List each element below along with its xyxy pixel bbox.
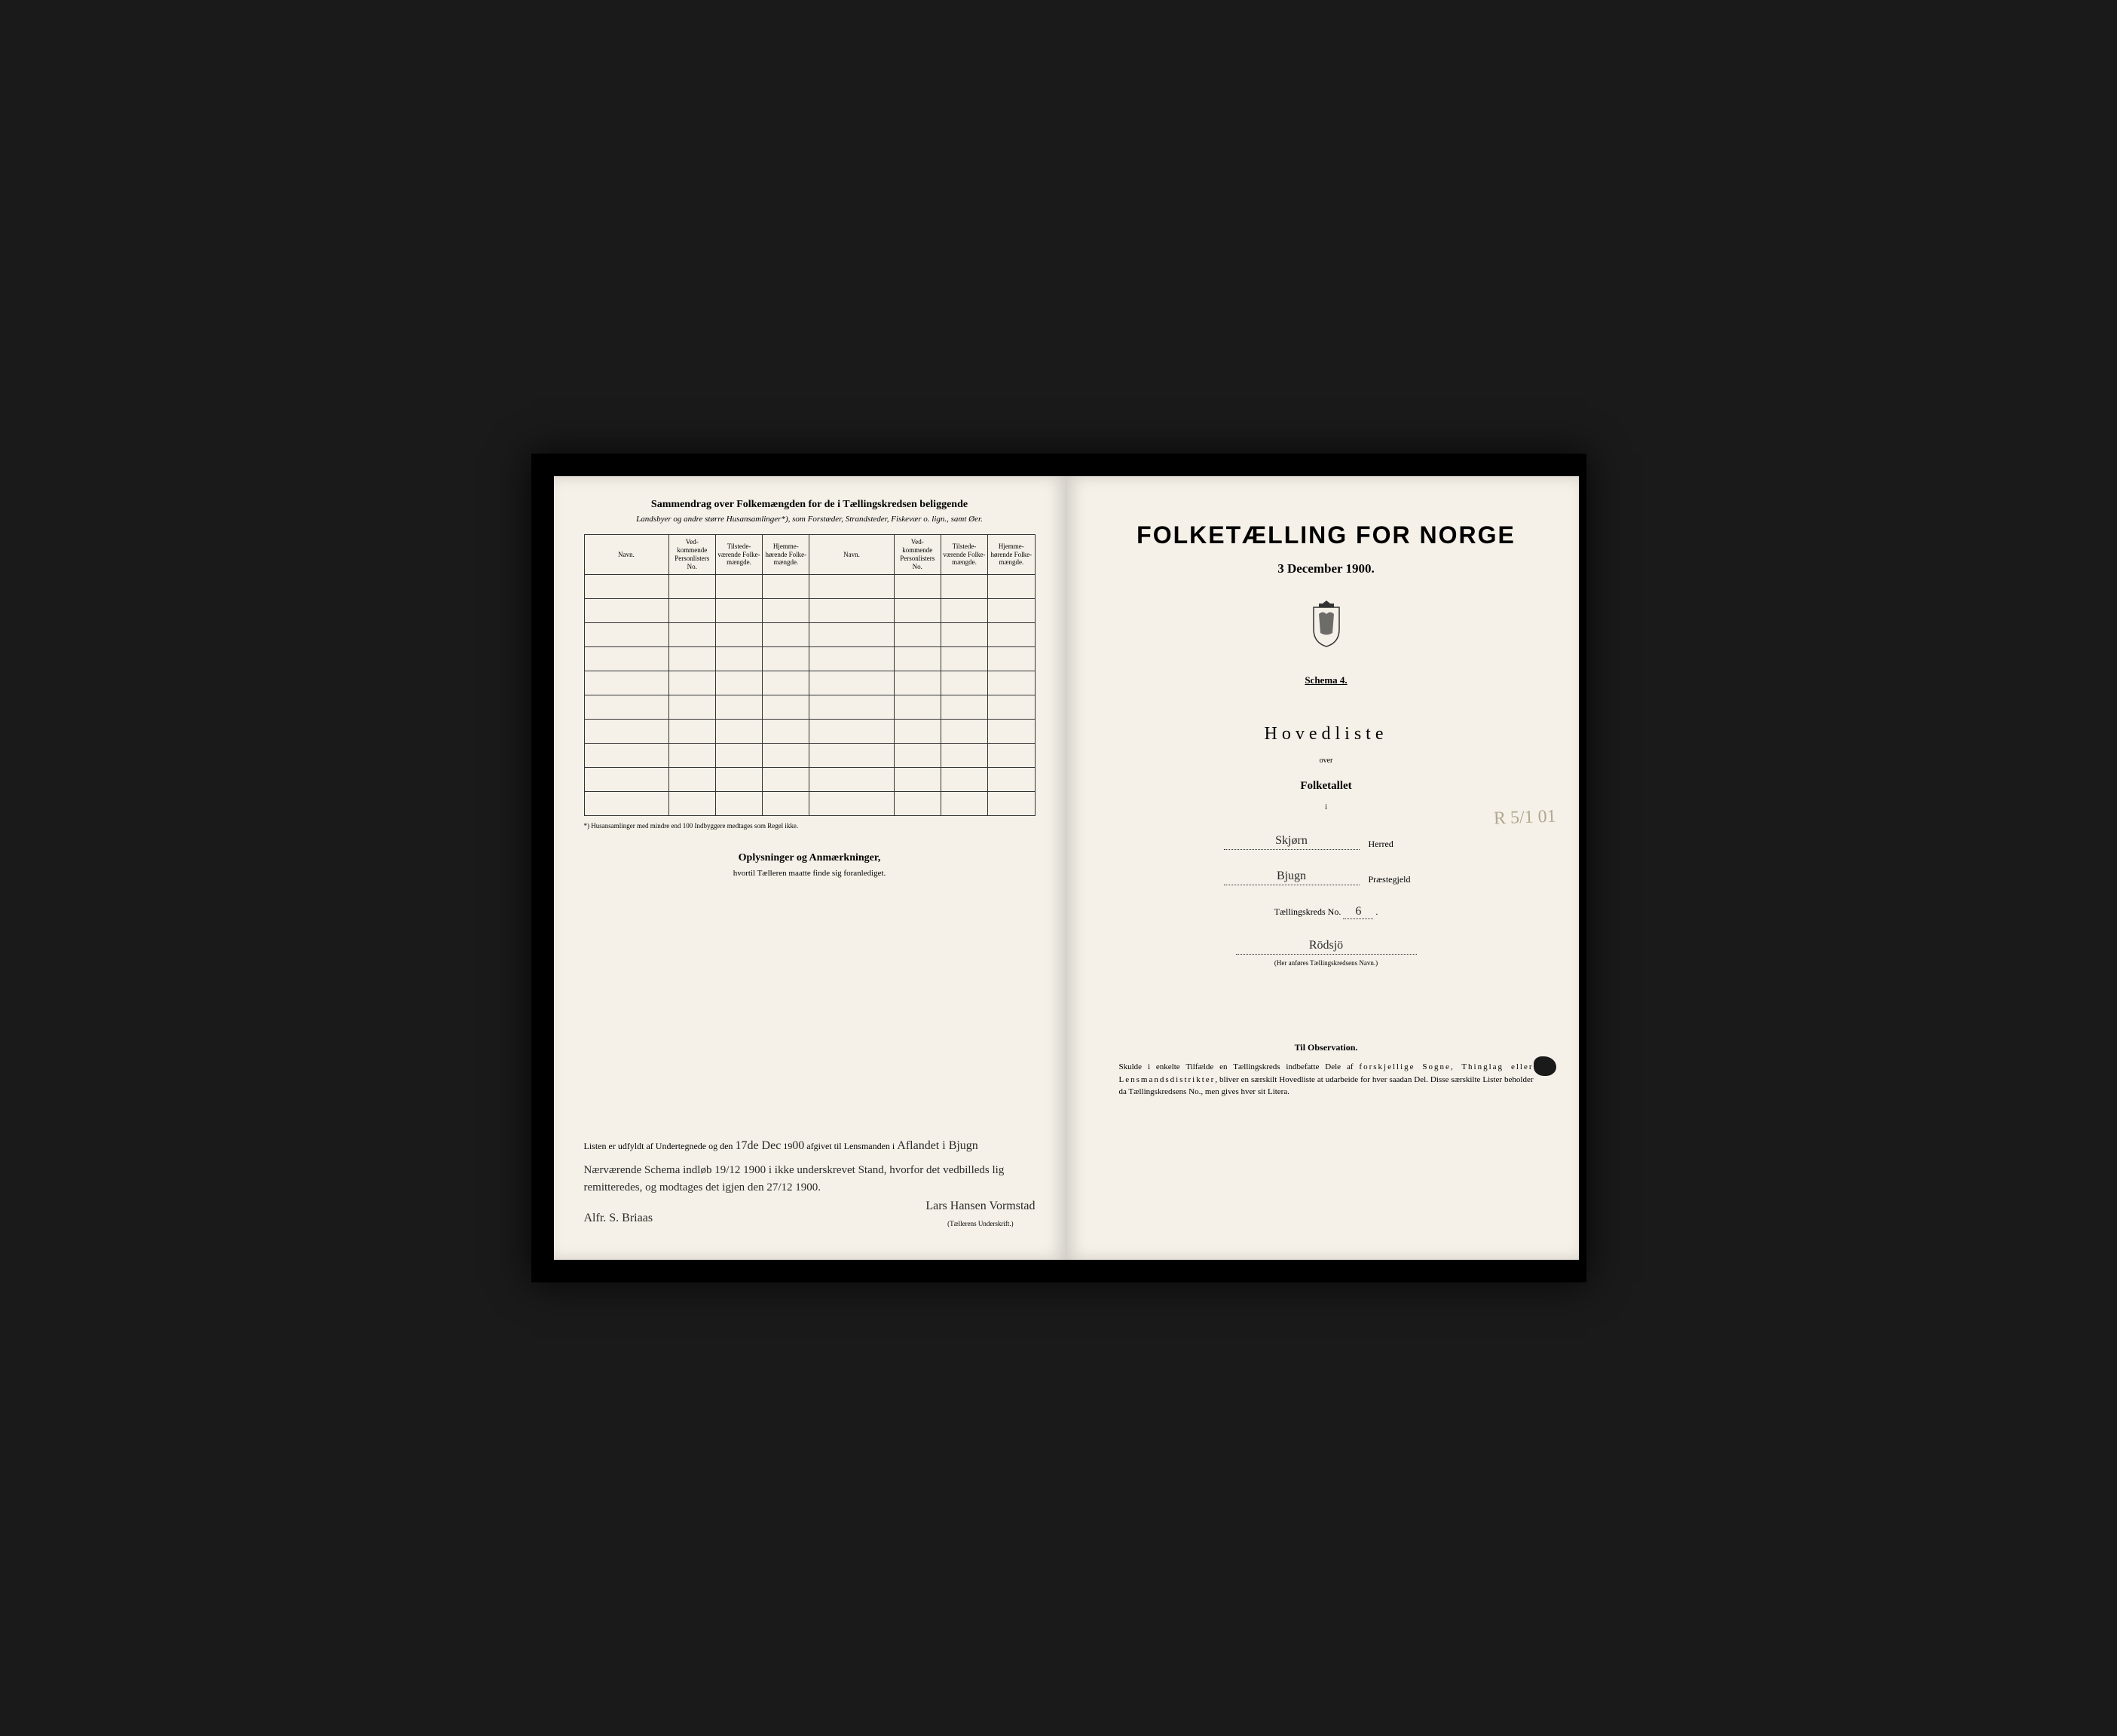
table-row: [584, 767, 1035, 791]
herred-value: Skjørn: [1224, 834, 1360, 850]
census-title: FOLKETÆLLING FOR NORGE: [1119, 521, 1534, 549]
col-vedkommende-2: Ved- kommende Personlisters No.: [894, 535, 941, 574]
table-row: [584, 671, 1035, 695]
col-tilstede-2: Tilstede- værende Folke- mængde.: [941, 535, 987, 574]
table-row: [584, 743, 1035, 767]
kreds-name: Rödsjö: [1236, 939, 1417, 955]
left-page: Sammendrag over Folkemængden for de i Tæ…: [554, 476, 1066, 1260]
herred-row: Skjørn Herred: [1119, 834, 1534, 850]
table-row: [584, 598, 1035, 622]
herred-label: Herred: [1369, 839, 1429, 850]
signature-left: Alfr. S. Briaas: [584, 1208, 653, 1230]
signature-caption: (Tællerens Underskrift.): [925, 1218, 1035, 1230]
footnote: *) Husansamlinger med mindre end 100 Ind…: [584, 822, 1036, 830]
kreds-number: 6: [1343, 905, 1373, 919]
kreds-name-row: Rödsjö: [1119, 939, 1534, 955]
observation-title: Til Observation.: [1119, 1042, 1534, 1053]
summary-title: Sammendrag over Folkemængden for de i Tæ…: [584, 499, 1036, 511]
listen-printed-2: 19: [783, 1141, 792, 1151]
right-page: FOLKETÆLLING FOR NORGE 3 December 1900. …: [1066, 476, 1579, 1260]
table-row: [584, 695, 1035, 719]
signature-right: Lars Hansen Vormstad: [925, 1200, 1035, 1212]
bottom-section: Listen er udfyldt af Undertegnede og den…: [584, 1135, 1036, 1230]
table-row: [584, 574, 1035, 598]
summary-table: Navn. Ved- kommende Personlisters No. Ti…: [584, 534, 1036, 815]
table-row: [584, 719, 1035, 743]
table-row: [584, 646, 1035, 671]
listen-printed-3: afgivet til Lensmanden i: [806, 1141, 895, 1151]
over-label: over: [1119, 756, 1534, 765]
oplysninger-sub: hvortil Tælleren maatte finde sig foranl…: [584, 869, 1036, 878]
listen-place: Aflandet i Bjugn: [897, 1139, 978, 1152]
praestegjeld-value: Bjugn: [1224, 870, 1360, 885]
listen-date: 17de Dec: [735, 1139, 781, 1152]
census-date: 3 December 1900.: [1119, 561, 1534, 576]
hovedliste-title: Hovedliste: [1119, 724, 1534, 744]
summary-subtitle: Landsbyer og andre større Husansamlinger…: [584, 514, 1036, 525]
kreds-caption: (Her anføres Tællingskredsens Navn.): [1119, 959, 1534, 967]
col-hjemme: Hjemme- hørende Folke- mængde.: [763, 535, 809, 574]
kreds-row: Tællingskreds No. 6 .: [1119, 905, 1534, 919]
col-vedkommende: Ved- kommende Personlisters No.: [668, 535, 715, 574]
table-row: [584, 791, 1035, 815]
inkblot: [1534, 1056, 1556, 1076]
col-navn: Navn.: [584, 535, 668, 574]
summary-tbody: [584, 574, 1035, 815]
kreds-label: Tællingskreds No.: [1274, 906, 1341, 917]
praestegjeld-row: Bjugn Præstegjeld: [1119, 870, 1534, 885]
col-navn-2: Navn.: [809, 535, 894, 574]
observation-text: Skulde i enkelte Tilfælde en Tællingskre…: [1119, 1061, 1534, 1099]
table-row: [584, 622, 1035, 646]
folketallet-label: Folketallet: [1119, 780, 1534, 793]
listen-year: 00: [792, 1139, 804, 1152]
handwritten-note: Nærværende Schema indløb 19/12 1900 i ik…: [584, 1162, 1036, 1196]
oplysninger-title: Oplysninger og Anmærkninger,: [584, 852, 1036, 864]
schema-label: Schema 4.: [1119, 674, 1534, 686]
pencil-annotation: R 5/1 01: [1493, 807, 1556, 830]
listen-printed-1: Listen er udfyldt af Undertegnede og den: [584, 1141, 733, 1151]
book-spread: Sammendrag over Folkemængden for de i Tæ…: [531, 454, 1586, 1282]
col-hjemme-2: Hjemme- hørende Folke- mængde.: [988, 535, 1035, 574]
coat-of-arms-icon: [1119, 599, 1534, 652]
praestegjeld-label: Præstegjeld: [1369, 874, 1429, 885]
i-label: i: [1119, 803, 1534, 811]
col-tilstede: Tilstede- værende Folke- mængde.: [715, 535, 762, 574]
